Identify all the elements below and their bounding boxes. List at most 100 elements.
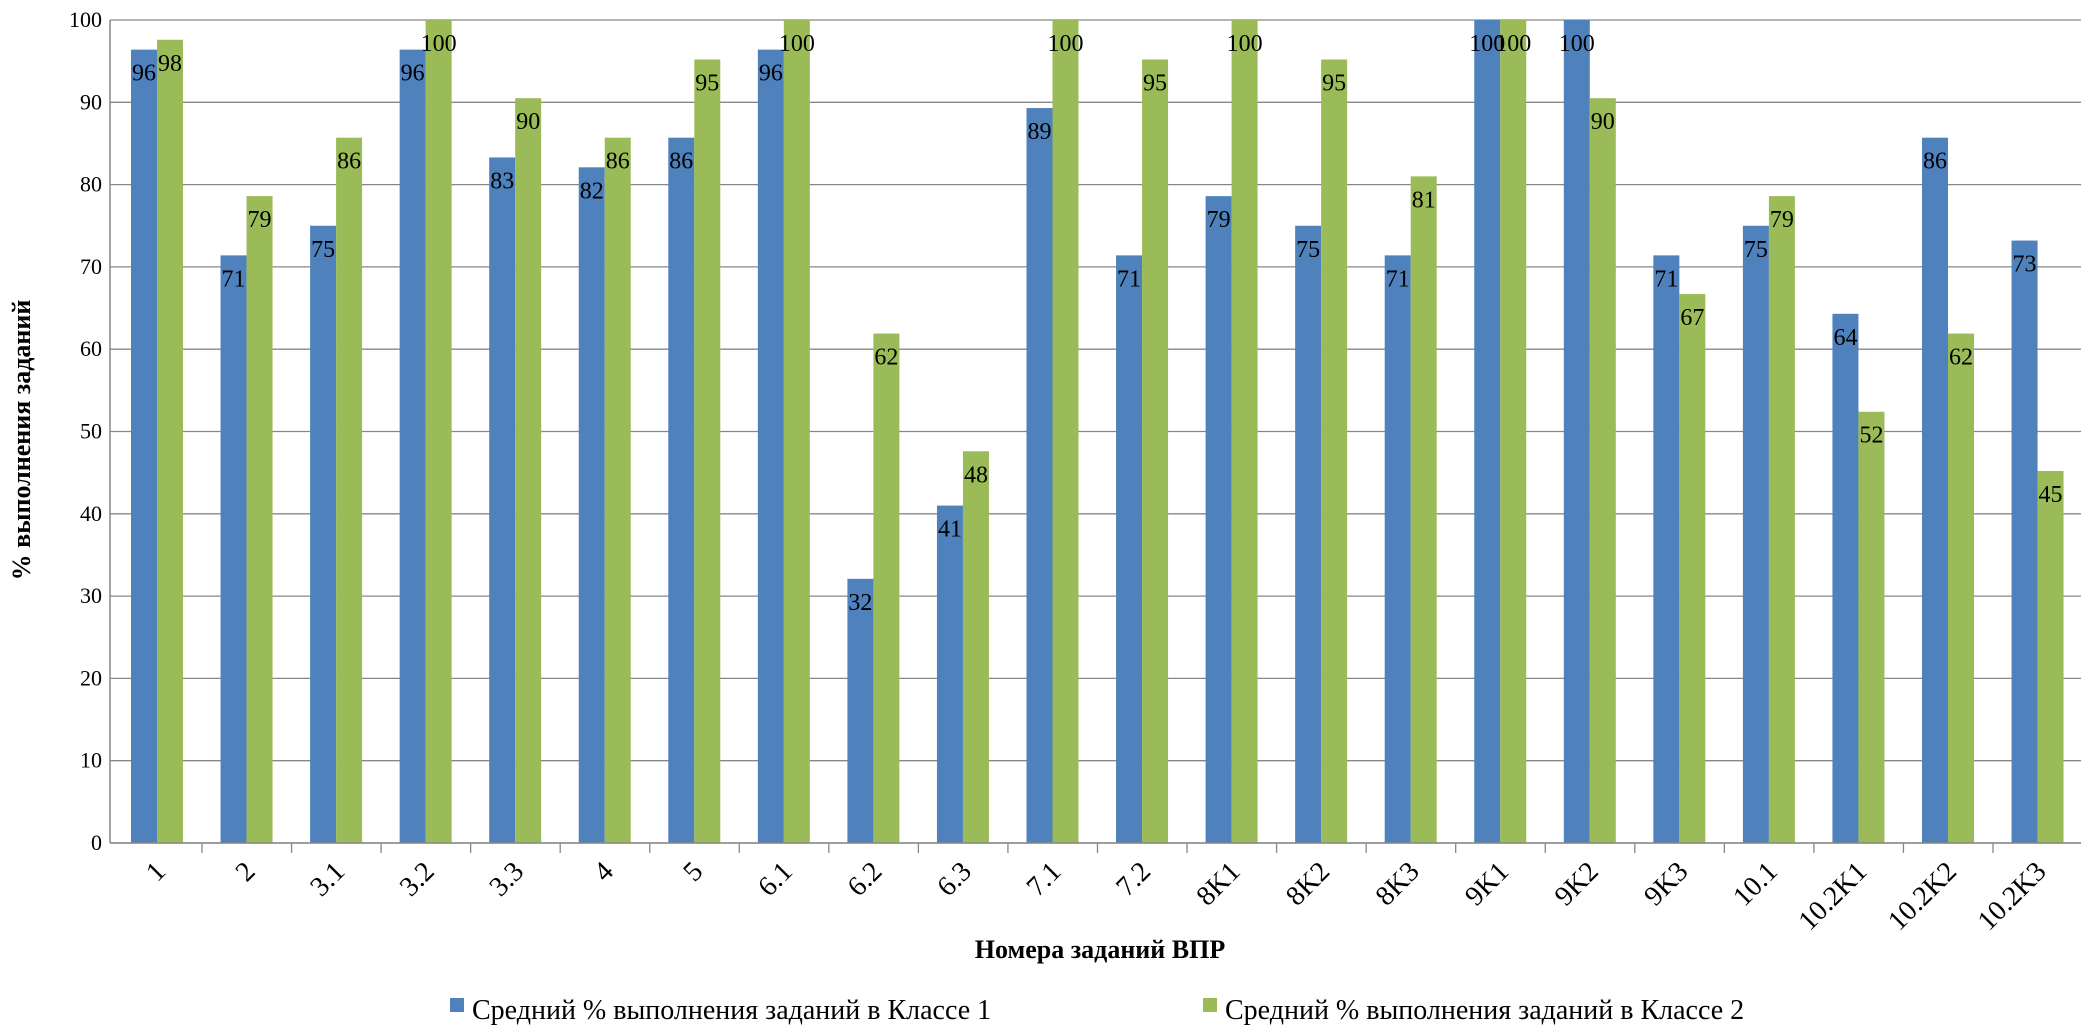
bar-series-2	[1948, 333, 1974, 843]
bar-series-2	[783, 20, 810, 843]
y-axis-title: % выполнения заданий	[7, 300, 36, 581]
y-tick-label: 80	[80, 172, 102, 197]
bar-series-2	[1679, 294, 1706, 844]
bar-series-1	[1116, 255, 1143, 844]
bar-series-1	[1026, 108, 1053, 844]
bar-series-1	[1922, 137, 1948, 844]
bar-series-2	[962, 451, 989, 843]
bar-series-1	[1653, 255, 1680, 844]
data-label-series-2: 100	[1048, 31, 1084, 57]
data-label-series-1: 71	[1386, 266, 1410, 292]
data-label-series-2: 48	[964, 462, 988, 488]
y-tick-label: 70	[80, 254, 102, 279]
data-label-series-2: 100	[421, 31, 457, 57]
bar-series-2	[1321, 59, 1348, 843]
bar-series-1	[578, 167, 605, 843]
x-tick-label: 10.1	[1727, 856, 1784, 913]
data-label-series-1: 96	[132, 61, 156, 87]
x-tick-label: 2	[230, 856, 262, 888]
x-tick-label: 10.2K1	[1793, 856, 1874, 937]
bar-series-1	[668, 137, 695, 844]
y-tick-label: 90	[80, 89, 102, 114]
bar-series-1	[310, 225, 337, 843]
x-tick-label: 10.2K2	[1882, 856, 1963, 937]
bar-series-2	[425, 20, 452, 843]
legend: Средний % выполнения заданий в Классе 1 …	[450, 995, 1744, 1026]
y-tick-label: 40	[80, 501, 102, 526]
bars	[131, 20, 2064, 844]
x-tick-label: 1	[140, 856, 172, 888]
data-label-series-2: 81	[1412, 187, 1436, 213]
data-label-series-1: 75	[311, 237, 335, 263]
data-label-series-1: 73	[2013, 252, 2037, 278]
y-tick-label: 20	[80, 665, 102, 690]
data-label-series-1: 96	[401, 61, 425, 87]
data-label-series-1: 83	[490, 168, 514, 194]
bar-series-2	[873, 333, 900, 843]
x-tick-label: 9K3	[1638, 856, 1694, 912]
data-label-series-1: 82	[580, 178, 604, 204]
data-label-series-2: 52	[1859, 423, 1883, 449]
x-tick-label: 5	[677, 856, 709, 888]
x-tick-label: 8K2	[1280, 856, 1336, 912]
x-tick-label: 10.2K3	[1972, 856, 2053, 937]
bar-series-2	[694, 59, 721, 843]
data-label-series-1: 75	[1296, 237, 1320, 263]
bar-series-2	[515, 98, 542, 843]
bar-series-2	[246, 196, 273, 843]
data-label-series-2: 90	[1591, 109, 1615, 135]
bar-series-1	[847, 578, 874, 843]
data-label-series-2: 98	[158, 51, 182, 77]
bar-series-2	[1768, 196, 1795, 843]
x-tick-label: 9K2	[1549, 856, 1605, 912]
bar-series-2	[157, 39, 183, 843]
x-tick-label: 7.2	[1110, 856, 1157, 903]
data-label-series-1: 79	[1207, 207, 1231, 233]
bar-series-2	[1052, 20, 1079, 843]
data-label-series-2: 95	[1143, 71, 1167, 97]
data-label-series-1: 86	[669, 149, 693, 175]
x-tick-label: 8K1	[1191, 856, 1247, 912]
data-label-series-2: 86	[606, 149, 630, 175]
data-label-series-1: 64	[1833, 325, 1857, 351]
x-tick-label: 3.3	[483, 856, 530, 903]
data-label-series-2: 90	[516, 109, 540, 135]
x-tick-label: 7.1	[1021, 856, 1068, 903]
bar-series-2	[1231, 20, 1258, 843]
data-label-series-1: 71	[222, 266, 246, 292]
y-tick-label: 50	[80, 419, 102, 444]
legend-label-series-2: Средний % выполнения заданий в Классе 2	[1225, 995, 1744, 1026]
y-tick-label: 0	[91, 830, 102, 855]
data-label-series-1: 96	[759, 61, 783, 87]
bar-series-2	[336, 137, 363, 844]
bar-series-2	[1500, 20, 1527, 843]
x-tick-label: 3.2	[394, 856, 441, 903]
data-label-series-2: 79	[248, 207, 272, 233]
y-tick-label: 10	[80, 748, 102, 773]
y-tick-label: 60	[80, 336, 102, 361]
bar-series-2	[2037, 471, 2064, 843]
data-label-series-2: 62	[874, 345, 898, 371]
data-label-series-1: 86	[1923, 149, 1947, 175]
data-label-series-2: 79	[1770, 207, 1794, 233]
data-label-series-2: 100	[1227, 31, 1263, 57]
data-label-series-2: 62	[1949, 345, 1973, 371]
bar-series-1	[1832, 313, 1859, 843]
x-tick-label: 6.2	[842, 856, 889, 903]
bar-series-1	[1742, 225, 1769, 843]
x-tick-label: 9K1	[1459, 856, 1515, 912]
bar-series-1	[399, 49, 426, 844]
data-label-series-2: 100	[779, 31, 815, 57]
y-tick-label: 100	[69, 7, 102, 32]
bar-series-1	[757, 49, 784, 844]
y-tick-label: 30	[80, 583, 102, 608]
data-label-series-1: 32	[848, 590, 872, 616]
data-label-series-2: 95	[1322, 71, 1346, 97]
x-tick-label: 4	[588, 856, 620, 888]
bar-series-1	[1295, 225, 1322, 843]
data-label-series-1: 100	[1469, 31, 1505, 57]
data-label-series-1: 100	[1559, 31, 1595, 57]
bar-series-1	[131, 49, 157, 844]
